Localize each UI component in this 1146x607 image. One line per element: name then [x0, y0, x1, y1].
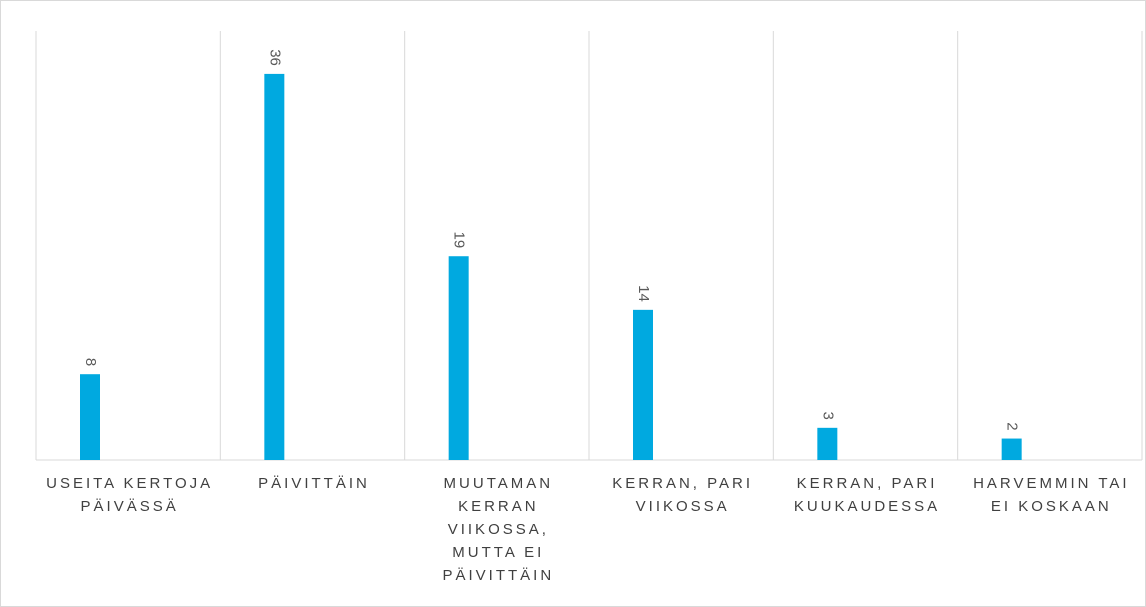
x-tick-label: HARVEMMIN TAI EI KOSKAAN: [973, 475, 1130, 515]
x-tick-label: MUUTAMAN KERRAN VIIKOSSA, MUTTA EI PÄIVI…: [442, 475, 555, 584]
value-label: 36: [266, 49, 283, 66]
x-tick-label: KERRAN, PARI VIIKOSSA: [612, 475, 754, 515]
x-tick-label: USEITA KERTOJA PÄIVÄSSÄ: [46, 475, 214, 515]
bar: [264, 73, 285, 461]
value-label: 19: [451, 232, 468, 249]
bar: [80, 374, 100, 460]
value-label: 8: [82, 358, 99, 366]
bar: [817, 427, 838, 460]
value-label: 2: [1004, 422, 1021, 430]
bar: [633, 309, 653, 460]
value-label: 14: [635, 285, 652, 302]
x-tick-label: KERRAN, PARI KUUKAUDESSA: [793, 475, 941, 515]
bar: [1001, 438, 1022, 460]
x-tick-label: PÄIVITTÄIN: [258, 475, 370, 492]
bar: [448, 256, 469, 460]
value-label: 3: [819, 411, 836, 419]
